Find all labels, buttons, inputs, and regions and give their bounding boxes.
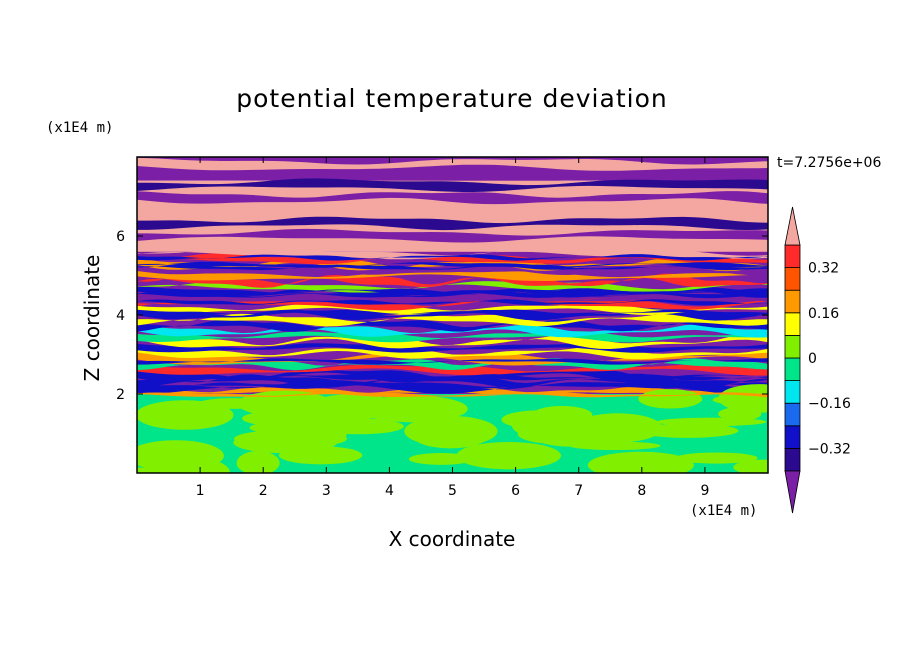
patch	[137, 400, 234, 430]
x-axis-ticks: 1 2 3 4 5 6 7 8 9	[196, 157, 709, 499]
patch	[278, 446, 363, 465]
turbulent-band	[137, 265, 768, 276]
stripe-band	[137, 241, 768, 256]
colorbar-top-triangle	[784, 206, 801, 246]
contour-field	[137, 157, 768, 473]
x-tick-label: 4	[385, 483, 394, 499]
colorbar-box	[784, 380, 801, 404]
patch	[501, 410, 575, 429]
patch	[137, 467, 171, 473]
turbulent-band	[137, 291, 768, 303]
streak-band	[137, 288, 768, 295]
turbulent-band	[137, 273, 768, 288]
x-tick-label: 1	[196, 483, 205, 499]
colorbar-box	[784, 402, 801, 427]
streak-band	[137, 261, 768, 268]
turbulent-band	[137, 331, 768, 343]
streak-band	[137, 382, 768, 389]
turbulent-band	[137, 303, 768, 315]
y-tick-label: 6	[116, 229, 125, 245]
x-tick-label: 8	[637, 483, 646, 499]
patch	[717, 407, 762, 421]
y-axis-unit: (x1E4 m)	[46, 120, 114, 136]
x-axis-unit: (x1E4 m)	[690, 503, 758, 519]
x-tick-label: 7	[574, 483, 583, 499]
patch	[236, 451, 280, 473]
x-tick-label: 6	[511, 483, 520, 499]
streak-band	[137, 264, 768, 271]
stripe-band	[137, 157, 768, 171]
stripe-band	[137, 178, 768, 192]
colorbar: 0.32 0.16 0 −0.16 −0.32	[784, 206, 851, 514]
patch	[271, 414, 347, 435]
turbulent-band	[137, 270, 768, 281]
streak-band	[137, 374, 768, 381]
streak-band	[137, 309, 768, 316]
streak-band	[137, 358, 768, 365]
colorbar-box	[784, 267, 801, 291]
streak-band	[137, 299, 768, 306]
colorbar-tick-label: −0.32	[808, 441, 851, 457]
time-label: t=7.2756e+06	[777, 155, 882, 171]
colorbar-tick-label: 0.16	[808, 306, 839, 322]
turbulent-band	[137, 351, 768, 366]
streak-band	[137, 291, 768, 299]
stripe-band	[137, 191, 768, 205]
colorbar-box	[784, 334, 801, 359]
y-axis-ticks: 2 4 6	[116, 229, 768, 403]
patch	[636, 423, 739, 438]
streak-band	[137, 254, 768, 261]
colorbar-box	[784, 425, 801, 449]
turbulent-band	[137, 319, 768, 332]
colorbar-box	[784, 312, 801, 336]
x-axis-label-text: X coordinate	[388, 527, 516, 551]
colorbar-box	[784, 447, 801, 472]
patch	[412, 423, 489, 449]
y-tick-label: 2	[116, 387, 125, 403]
y-tick-label: 4	[116, 308, 125, 324]
patch	[587, 451, 694, 473]
stripe-band	[137, 228, 768, 243]
chart-title: potential temperature deviation	[236, 84, 668, 113]
turbulent-band	[137, 358, 768, 371]
patch	[456, 441, 562, 470]
turbulent-band	[137, 253, 768, 265]
x-axis-label: X coordinate	[0, 527, 904, 551]
colorbar-tick-label: 0.32	[808, 261, 839, 277]
colorbar-box	[784, 357, 801, 382]
colorbar-tick-label: −0.16	[808, 396, 851, 412]
x-tick-label: 2	[259, 483, 268, 499]
stripe-band	[137, 216, 768, 231]
patch	[712, 394, 768, 405]
stripe-band	[137, 203, 768, 218]
x-tick-label: 5	[448, 483, 457, 499]
patch	[137, 440, 224, 472]
turbulent-band	[137, 313, 768, 327]
colorbar-bottom-triangle	[784, 470, 801, 514]
patch	[540, 434, 601, 447]
patch	[233, 429, 348, 448]
colorbar-box	[784, 244, 801, 269]
x-tick-label: 9	[700, 483, 709, 499]
colorbar-tick-label: 0	[808, 351, 817, 367]
turbulent-band	[137, 334, 768, 349]
x-tick-label: 3	[322, 483, 331, 499]
colorbar-box	[784, 289, 801, 314]
patch	[675, 452, 758, 464]
turbulent-band	[137, 279, 768, 293]
patch	[309, 394, 398, 420]
patch	[733, 459, 768, 473]
boundary-band	[137, 392, 768, 398]
patch	[237, 390, 332, 417]
patch	[638, 389, 703, 409]
